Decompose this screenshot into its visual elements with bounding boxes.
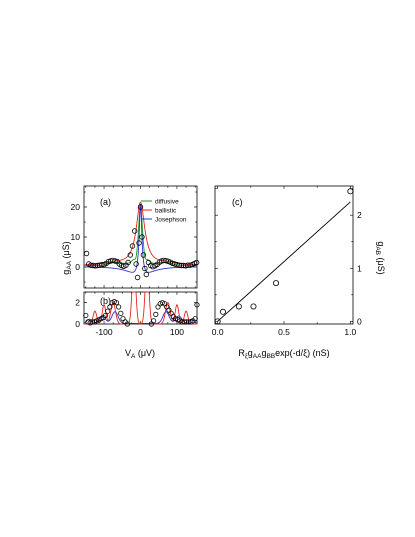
legend-label-josephson: Josephson <box>155 217 187 224</box>
xtick-label-c: 1.0 <box>344 327 356 337</box>
data-point-b <box>192 316 198 322</box>
data-point-b <box>120 316 126 322</box>
data-point-b <box>107 304 113 310</box>
data-point-a <box>134 274 141 281</box>
data-point-a <box>136 240 142 246</box>
data-point-a <box>187 262 193 268</box>
data-point-a <box>125 259 131 266</box>
ylabel-c: gAB (μS) <box>374 241 386 274</box>
legend-label-diffusive: diffusive <box>155 199 179 206</box>
data-point-b <box>102 312 109 319</box>
panel-b: 0 2 -100 0 100 <box>75 291 200 337</box>
ytick-label-c: 1 <box>357 263 362 273</box>
curve-ballistic <box>83 201 198 266</box>
data-point-b <box>166 307 172 313</box>
data-point-a <box>131 228 138 234</box>
ytick-label-a: 0 <box>75 262 80 272</box>
data-point-b <box>113 300 120 306</box>
curve-josephson <box>83 203 198 273</box>
xtick-label-b: -100 <box>96 327 113 337</box>
xlabel-ab: VA (μV) <box>125 348 155 360</box>
data-point-a <box>137 204 144 210</box>
data-point-a <box>143 271 150 278</box>
data-point-b <box>194 302 200 308</box>
data-point-a <box>112 258 118 264</box>
data-point-c <box>219 308 226 315</box>
panel-a: 0 10 20 <box>71 185 200 289</box>
panel-a-label: (a) <box>100 197 111 207</box>
data-point-c <box>273 280 280 287</box>
ytick-label-c: 2 <box>357 210 362 220</box>
data-point-b <box>155 304 161 310</box>
ytick-label-c: 0 <box>357 316 362 326</box>
panel-c: 0.0 0.5 1.00 1 2 <box>212 185 362 337</box>
data-point-a <box>127 252 133 258</box>
fit-line <box>217 201 351 322</box>
data-point-b <box>124 321 130 327</box>
data-point-b <box>118 310 124 316</box>
curve-b-ballistic <box>84 291 197 325</box>
data-point-a <box>139 234 145 240</box>
panel-b-label: (b) <box>100 296 111 306</box>
xtick-label-b: 0 <box>138 327 143 337</box>
ytick-label-a: 10 <box>71 232 81 242</box>
data-point-b <box>116 304 122 310</box>
data-point-b <box>105 308 111 314</box>
data-point-a <box>140 252 147 258</box>
data-point-a <box>193 259 200 266</box>
data-point-a <box>142 265 148 272</box>
data-point-c <box>347 188 354 195</box>
ylabel-a: gAA (μS) <box>61 241 73 274</box>
data-point-c <box>214 318 221 325</box>
data-point-a <box>129 243 136 249</box>
legend-a: diffusive ballistic Josephson <box>141 199 187 224</box>
data-point-b <box>151 318 157 324</box>
legend-label-ballistic: ballistic <box>155 208 177 215</box>
ytick-label-b: 0 <box>75 319 80 329</box>
data-point-c <box>235 303 242 310</box>
xtick-label-c: 0.5 <box>278 327 290 337</box>
data-point-b <box>83 312 89 319</box>
data-point-b <box>153 311 159 317</box>
ytick-label-b: 2 <box>75 298 80 308</box>
data-point-a <box>133 261 139 267</box>
xtick-label-b: 100 <box>170 327 184 337</box>
data-point-a <box>83 250 90 257</box>
xtick-label-c: 0.0 <box>212 327 224 337</box>
panel-c-label: (c) <box>232 197 243 207</box>
ytick-label-a: 20 <box>71 202 81 212</box>
data-point-c <box>250 303 257 310</box>
xlabel-c: RξgAAgBBexp(-d/ξ) (nS) <box>238 348 329 360</box>
